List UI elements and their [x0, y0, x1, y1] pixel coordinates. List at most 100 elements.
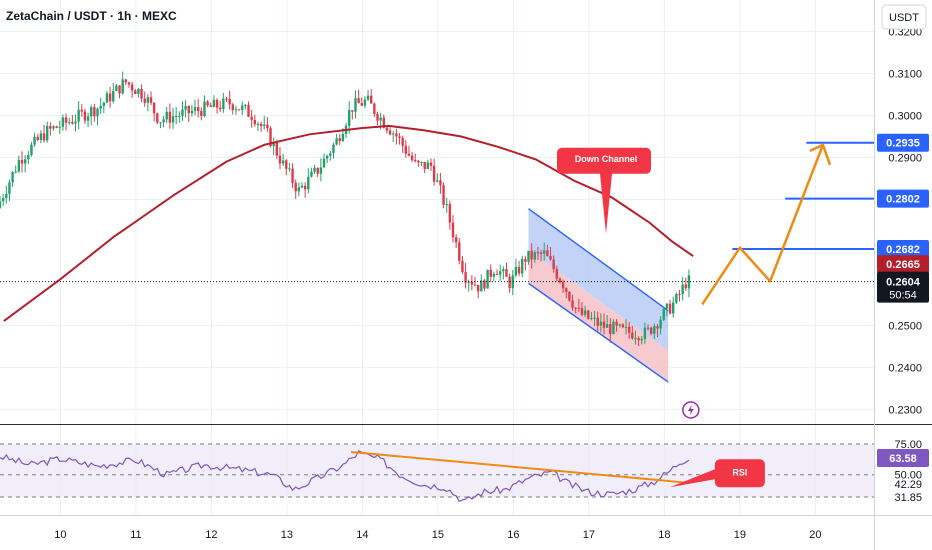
candle-body	[297, 187, 301, 192]
candle-body	[382, 117, 385, 128]
currency-button-label[interactable]: USDT	[889, 12, 919, 24]
candle-body	[565, 288, 568, 292]
candle-body	[574, 307, 577, 309]
candle-body	[524, 259, 527, 262]
currency-button[interactable]	[881, 4, 927, 30]
candle-body	[124, 79, 128, 83]
last-price-label: 0.2604	[886, 277, 921, 289]
last-price-badge	[877, 271, 929, 303]
candle-body	[307, 176, 310, 190]
down-channel-callout	[557, 147, 651, 234]
candle-body	[5, 193, 8, 199]
candle-body	[61, 117, 65, 127]
candle-body	[398, 136, 401, 138]
candle-body	[357, 98, 360, 104]
candle-body	[587, 310, 590, 319]
price-tick-label: 0.3100	[888, 68, 922, 80]
candle-body	[20, 159, 24, 164]
candle-body	[86, 116, 90, 121]
candle-body	[121, 79, 124, 94]
candle-body	[414, 159, 417, 161]
candle-body	[392, 133, 395, 135]
candle-body	[319, 167, 323, 174]
time-tick-label: 11	[130, 529, 141, 541]
candle-body	[549, 256, 552, 260]
candle-body	[546, 250, 549, 257]
candle-body	[662, 308, 665, 320]
candle-body	[684, 284, 687, 289]
candle-body	[184, 105, 187, 110]
candle-body	[285, 160, 288, 169]
candle-body	[473, 284, 477, 286]
candle-body	[130, 84, 134, 91]
candle-body	[672, 302, 675, 314]
candle-body	[115, 85, 118, 91]
channel-lower-line	[528, 282, 669, 383]
candle-body	[665, 303, 669, 309]
candle-body	[288, 168, 291, 170]
candle-body	[209, 105, 212, 107]
candle-body	[467, 281, 470, 283]
candle-body	[656, 326, 659, 329]
price-axis: 0.32000.31000.30000.29000.28000.25000.24…	[877, 26, 929, 416]
price-tick-label: 0.2500	[888, 320, 922, 332]
candle-body	[222, 98, 225, 110]
time-tick-label: 13	[281, 529, 293, 541]
candle-body	[448, 204, 452, 223]
candle-body	[134, 90, 137, 94]
down-channel-label: Down Channel	[575, 154, 638, 164]
candle-body	[231, 104, 234, 110]
candle-body	[470, 281, 474, 285]
candle-body	[269, 128, 272, 147]
candle-body	[140, 88, 143, 99]
candle-body	[480, 280, 483, 292]
candle-body	[505, 269, 508, 277]
candle-body	[42, 133, 46, 141]
moving-average-line	[3, 124, 694, 322]
candle-body	[423, 162, 426, 169]
candle-body	[193, 107, 197, 111]
channel-upper-fill	[528, 208, 669, 351]
candle-body	[486, 269, 489, 289]
price-badge-0.2802	[877, 189, 929, 208]
candle-body	[30, 144, 33, 155]
grid	[0, 0, 874, 515]
candle-body	[561, 282, 565, 289]
candle-body	[429, 162, 433, 166]
candle-body	[395, 133, 398, 137]
candle-body	[332, 144, 335, 154]
rsi-level-label: 75.00	[894, 439, 922, 451]
candle-body	[196, 107, 200, 111]
candle-body	[539, 252, 543, 254]
candle-body	[347, 110, 351, 126]
candle-body	[52, 126, 55, 129]
candle-body	[316, 167, 319, 174]
candle-body	[599, 321, 603, 326]
candle-body	[558, 278, 562, 283]
candle-body	[615, 321, 618, 326]
candle-body	[571, 300, 574, 308]
rsi-callout	[669, 459, 765, 488]
candle-body	[294, 182, 297, 192]
candle-body	[533, 252, 536, 260]
candle-body	[74, 121, 77, 124]
candle-body	[168, 111, 172, 123]
candle-body	[275, 142, 279, 156]
candle-body	[436, 180, 439, 182]
candle-body	[0, 201, 2, 208]
candle-body	[404, 145, 408, 154]
price-tick-label: 0.2900	[888, 152, 922, 164]
candle-body	[247, 105, 250, 117]
candle-body	[152, 102, 156, 114]
candle-body	[206, 101, 209, 106]
candle-body	[514, 267, 518, 276]
candle-body	[313, 167, 316, 172]
projection-path	[701, 144, 825, 306]
candle-body	[93, 107, 96, 117]
price-tick-label: 0.3000	[888, 110, 922, 122]
candle-body	[354, 98, 357, 112]
candle-body	[373, 103, 376, 114]
candle-body	[502, 269, 505, 272]
candle-body	[171, 116, 175, 123]
